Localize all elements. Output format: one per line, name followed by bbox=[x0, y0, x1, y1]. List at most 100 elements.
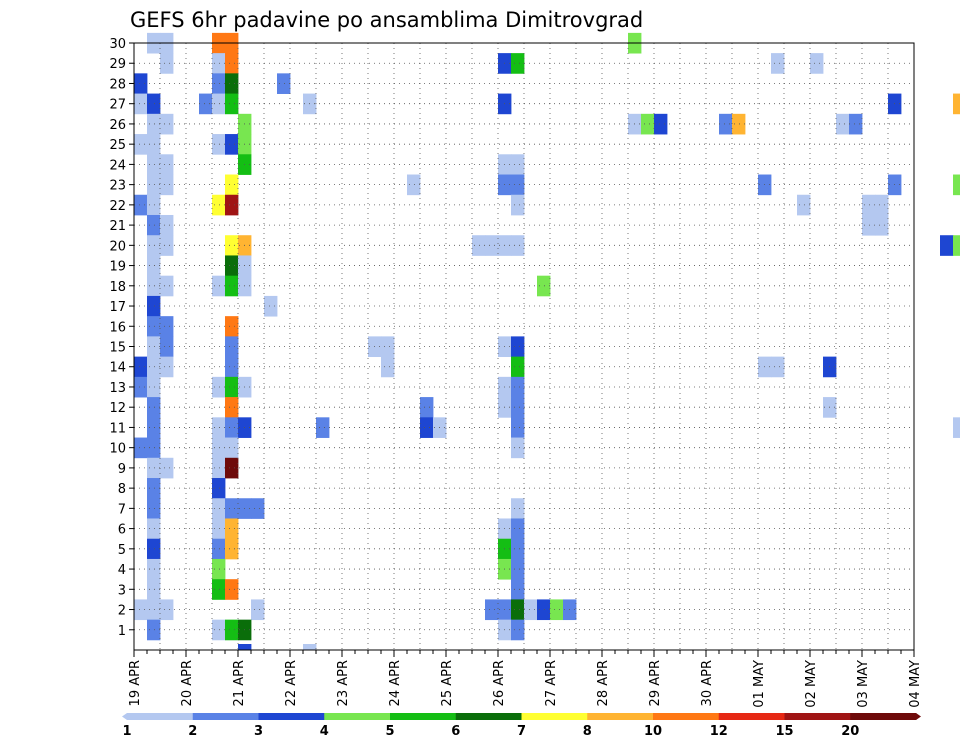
heatmap-cell bbox=[225, 437, 239, 459]
heatmap-cell bbox=[212, 579, 226, 600]
heatmap-cell bbox=[303, 644, 317, 651]
heatmap-cell bbox=[160, 316, 174, 337]
heatmap-cell bbox=[225, 235, 239, 256]
heatmap-cell bbox=[511, 154, 525, 175]
heatmap-cell bbox=[238, 644, 252, 651]
color-legend: 1 2 3 4 5 6 7 8 10 12 15 20 bbox=[122, 713, 921, 739]
heatmap-cell bbox=[212, 518, 226, 540]
x-tick-label: 02 MAY bbox=[804, 660, 819, 708]
y-tick-label: 4 bbox=[118, 563, 126, 578]
heatmap-cell bbox=[147, 538, 161, 560]
heatmap-cell bbox=[485, 599, 499, 621]
y-tick-label: 14 bbox=[109, 361, 126, 376]
heatmap-cell bbox=[225, 255, 239, 277]
heatmap-cell bbox=[160, 53, 174, 74]
heatmap-cell bbox=[940, 235, 954, 256]
heatmap-cell bbox=[316, 417, 330, 438]
heatmap-cell bbox=[862, 214, 876, 236]
y-tick-label: 29 bbox=[109, 57, 126, 72]
heatmap-cell bbox=[511, 498, 525, 519]
heatmap-cell bbox=[953, 417, 960, 438]
heatmap-cell bbox=[511, 376, 525, 398]
grid-lines bbox=[134, 42, 914, 650]
heatmap-cell bbox=[225, 518, 239, 540]
heatmap-cell bbox=[225, 619, 239, 641]
heatmap-cell bbox=[147, 579, 161, 600]
heatmap-cell bbox=[836, 113, 850, 135]
heatmap-cell bbox=[264, 295, 278, 317]
x-tick-label: 30 APR bbox=[700, 660, 715, 706]
heatmap-cell bbox=[511, 235, 525, 256]
heatmap-cell bbox=[225, 336, 239, 358]
legend-arrow-right bbox=[916, 713, 921, 720]
heatmap-cell bbox=[147, 134, 161, 155]
heatmap-cell bbox=[654, 113, 668, 135]
heatmap-cell bbox=[147, 255, 161, 277]
x-tick-label: 24 APR bbox=[388, 660, 403, 706]
heatmap-cell bbox=[160, 214, 174, 236]
legend-label: 6 bbox=[451, 724, 460, 739]
heatmap-cell bbox=[225, 498, 239, 519]
heatmap-cell bbox=[485, 235, 499, 256]
heatmap-cell bbox=[147, 599, 161, 621]
y-tick-label: 28 bbox=[109, 77, 126, 92]
heatmap-cell bbox=[225, 194, 239, 216]
heatmap-cell bbox=[225, 73, 239, 94]
heatmap-cell bbox=[147, 295, 161, 317]
heatmap-cell bbox=[225, 457, 239, 479]
legend-label: 2 bbox=[188, 724, 197, 739]
heatmap-cell bbox=[212, 478, 226, 499]
heatmap-cell bbox=[251, 599, 265, 621]
heatmap-cell bbox=[225, 275, 239, 297]
heatmap-cell bbox=[719, 113, 733, 135]
heatmap-cell bbox=[225, 53, 239, 74]
heatmap-cell bbox=[147, 397, 161, 418]
heatmap-cell bbox=[160, 599, 174, 621]
heatmap-cell bbox=[810, 53, 824, 74]
heatmap-cell bbox=[771, 356, 785, 378]
heatmap-cell bbox=[225, 538, 239, 560]
y-tick-label: 3 bbox=[118, 583, 126, 598]
x-tick-label: 04 MAY bbox=[908, 660, 923, 708]
x-tick-label: 19 APR bbox=[128, 660, 143, 706]
legend-swatch bbox=[324, 713, 391, 720]
heatmap-cell bbox=[550, 599, 564, 621]
heatmap-cell bbox=[212, 376, 226, 398]
heatmap-cell bbox=[277, 73, 291, 94]
heatmap-cell bbox=[147, 558, 161, 580]
x-tick-label: 28 APR bbox=[596, 660, 611, 706]
y-tick-label: 15 bbox=[109, 341, 126, 356]
y-tick-label: 13 bbox=[109, 381, 126, 396]
heatmap-cell bbox=[134, 73, 148, 94]
heatmap-cell bbox=[225, 376, 239, 398]
heatmap-cell bbox=[511, 437, 525, 459]
legend-swatch bbox=[521, 713, 588, 720]
heatmap-cell bbox=[420, 397, 434, 418]
heatmap-cell bbox=[160, 356, 174, 378]
heatmap-cell bbox=[381, 336, 395, 358]
heatmap-cell bbox=[511, 619, 525, 641]
heatmap-cell bbox=[641, 113, 655, 135]
y-tick-label: 9 bbox=[118, 462, 126, 477]
heatmap-cell bbox=[134, 356, 148, 378]
heatmap-cell bbox=[147, 174, 161, 196]
heatmap-cell bbox=[225, 356, 239, 378]
heatmap-cell bbox=[875, 194, 889, 216]
heatmap-cell bbox=[511, 538, 525, 560]
x-axis: 19 APR 20 APR 21 APR 22 APR 23 APR 24 APR 25 A… bbox=[128, 650, 923, 708]
legend-swatch bbox=[192, 713, 259, 720]
legend-swatch bbox=[718, 713, 785, 720]
x-tick-label: 21 APR bbox=[232, 660, 247, 706]
heatmap-cell bbox=[134, 437, 148, 459]
heatmap-cell bbox=[225, 134, 239, 155]
heatmap-cell bbox=[771, 53, 785, 74]
heatmap-cell bbox=[212, 457, 226, 479]
y-tick-label: 12 bbox=[109, 401, 126, 416]
heatmap-cell bbox=[524, 599, 538, 621]
y-tick-label: 10 bbox=[109, 442, 126, 457]
heatmap-cell bbox=[212, 558, 226, 580]
heatmap-cell bbox=[511, 53, 525, 74]
heatmap-cell bbox=[147, 113, 161, 135]
heatmap-cell bbox=[225, 174, 239, 196]
